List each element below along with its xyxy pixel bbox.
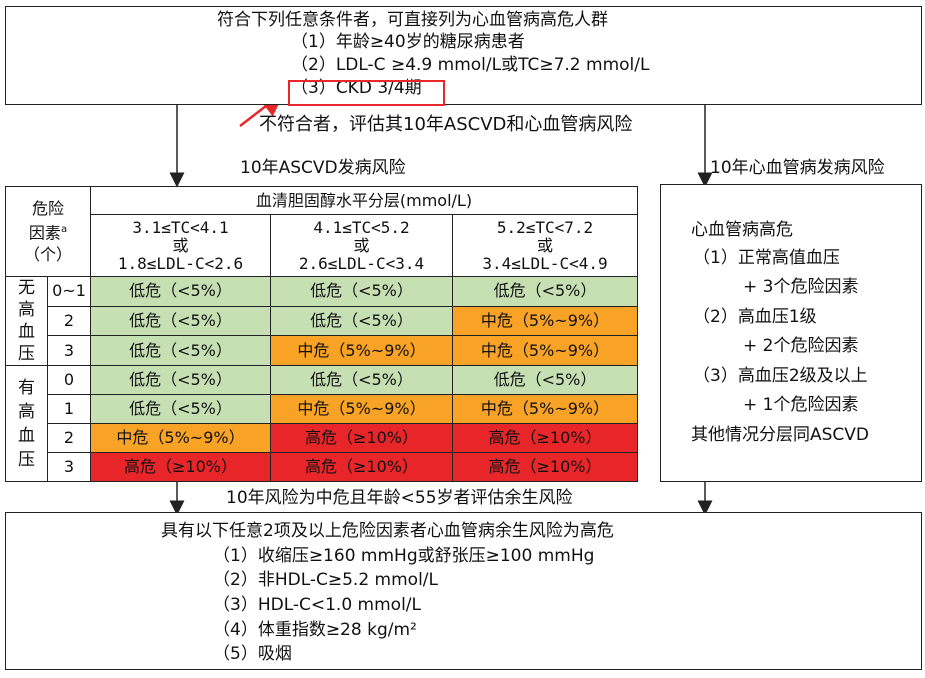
- risk-cell: 高危（≥10%）: [270, 423, 453, 453]
- rf-count: 0: [47, 365, 91, 395]
- risk-cell: 低危（<5%）: [452, 365, 638, 395]
- right-box-line: + 2个危险因素: [743, 336, 859, 356]
- group-hypertension: 有高血压: [5, 365, 48, 482]
- right-box-line: （1）正常高值血压: [693, 248, 840, 268]
- col-header-2: 4.1≤TC<5.2 或 2.6≤LDL-C<3.4: [270, 214, 453, 277]
- risk-cell: 低危（<5%）: [452, 276, 638, 307]
- right-box-line: （2）高血压1级: [693, 307, 817, 327]
- risk-cell: 高危（≥10%）: [452, 423, 638, 453]
- top-box-item-3: （3）CKD 3/4期: [291, 78, 422, 98]
- risk-cell: 中危（5%~9%）: [452, 335, 638, 366]
- col-header-1: 3.1≤TC<4.1 或 1.8≤LDL-C<2.6: [90, 214, 271, 277]
- risk-cell: 低危（<5%）: [90, 394, 271, 424]
- risk-cell: 低危（<5%）: [270, 305, 453, 337]
- risk-factor-header: 危险 因素a （个）: [5, 186, 91, 277]
- risk-cell: 中危（5%~9%）: [270, 335, 453, 366]
- right-box-line: + 1个危险因素: [743, 395, 859, 415]
- rf-count: 3: [47, 335, 91, 366]
- top-box-title: 符合下列任意条件者，可直接列为心血管病高危人群: [217, 10, 608, 30]
- rf-count: 1: [47, 394, 91, 424]
- cvd-high-risk-box: 心血管病高危 （1）正常高值血压 + 3个危险因素 （2）高血压1级 + 2个危…: [660, 184, 922, 482]
- rf-count: 0~1: [47, 276, 91, 307]
- rf-count: 2: [47, 305, 91, 337]
- rf-count: 3: [47, 452, 91, 482]
- risk-cell: 低危（<5%）: [270, 276, 453, 307]
- risk-cell: 中危（5%~9%）: [90, 423, 271, 453]
- lifetime-risk-box: 具有以下任意2项及以上危险因素者心血管病余生风险为高危 （1）收缩压≥160 m…: [5, 512, 922, 670]
- cholesterol-header: 血清胆固醇水平分层(mmol/L): [90, 186, 638, 215]
- bottom-box-item: （5）吸烟: [213, 644, 292, 664]
- lower-note: 10年风险为中危且年龄<55岁者评估余生风险: [226, 488, 573, 508]
- top-box-item-1: （1）年龄≥40岁的糖尿病患者: [291, 32, 525, 52]
- risk-cell: 高危（≥10%）: [452, 452, 638, 482]
- bottom-box-title: 具有以下任意2项及以上危险因素者心血管病余生风险为高危: [161, 521, 614, 541]
- col-header-3: 5.2≤TC<7.2 或 3.4≤LDL-C<4.9: [452, 214, 638, 277]
- top-box-item-2: （2）LDL-C ≥4.9 mmol/L或TC≥7.2 mmol/L: [291, 55, 650, 75]
- right-flow-label: 10年心血管病发病风险: [710, 158, 885, 178]
- ascvd-risk-table: 危险 因素a （个） 血清胆固醇水平分层(mmol/L) 3.1≤TC<4.1 或…: [5, 186, 638, 482]
- right-box-line: 其他情况分层同ASCVD: [691, 425, 870, 445]
- bottom-box-item: （4）体重指数≥28 kg/m²: [213, 620, 417, 640]
- risk-cell: 高危（≥10%）: [90, 452, 271, 482]
- risk-cell: 低危（<5%）: [90, 276, 271, 307]
- mid-note: 不符合者，评估其10年ASCVD和心血管病风险: [259, 114, 633, 135]
- group-no-hypertension: 无高血压: [5, 276, 48, 366]
- right-box-line: + 3个危险因素: [743, 277, 859, 297]
- risk-cell: 低危（<5%）: [90, 365, 271, 395]
- risk-cell: 低危（<5%）: [270, 365, 453, 395]
- risk-cell: 低危（<5%）: [90, 305, 271, 337]
- rf-count: 2: [47, 423, 91, 453]
- risk-cell: 中危（5%~9%）: [452, 305, 638, 337]
- bottom-box-item: （3）HDL-C<1.0 mmol/L: [213, 595, 421, 615]
- risk-cell: 中危（5%~9%）: [270, 394, 453, 424]
- right-box-line: （3）高血压2级及以上: [693, 366, 868, 386]
- bottom-box-item: （2）非HDL-C≥5.2 mmol/L: [213, 570, 438, 590]
- risk-cell: 高危（≥10%）: [270, 452, 453, 482]
- bottom-box-item: （1）收缩压≥160 mmHg或舒张压≥100 mmHg: [213, 546, 595, 566]
- risk-cell: 低危（<5%）: [90, 335, 271, 366]
- right-box-title: 心血管病高危: [691, 220, 793, 240]
- ckd-highlight-frame: [288, 80, 445, 106]
- risk-cell: 中危（5%~9%）: [452, 394, 638, 424]
- top-criteria-box: 符合下列任意条件者，可直接列为心血管病高危人群 （1）年龄≥40岁的糖尿病患者 …: [5, 6, 922, 105]
- left-flow-label: 10年ASCVD发病风险: [240, 158, 406, 178]
